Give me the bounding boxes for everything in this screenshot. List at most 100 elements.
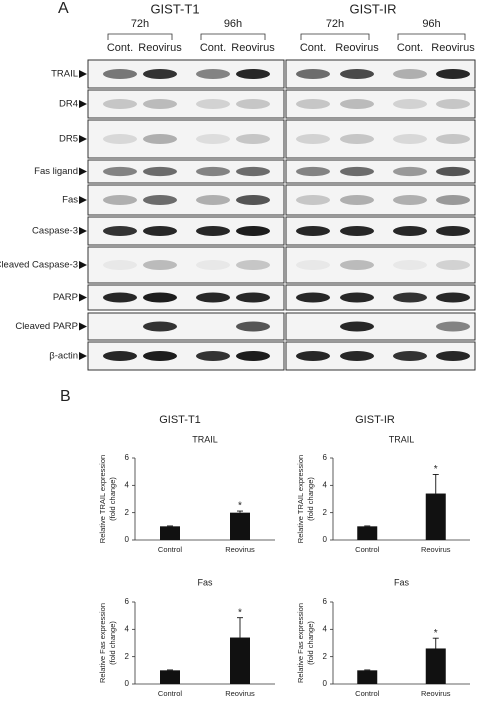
condition-label: Reovirus	[335, 42, 379, 54]
band	[340, 69, 374, 79]
error-bar	[237, 510, 243, 513]
band	[196, 99, 230, 109]
significance-mark: *	[434, 464, 438, 475]
blot-panel	[285, 119, 476, 159]
band	[340, 351, 374, 361]
y-tick-label: 6	[125, 453, 130, 462]
condition-label: Reovirus	[138, 42, 182, 54]
band	[143, 292, 177, 303]
time-label: 72h	[131, 18, 149, 30]
band	[143, 195, 177, 205]
y-tick-label: 4	[323, 480, 328, 489]
band	[196, 351, 230, 361]
row-label: TRAIL	[51, 69, 78, 80]
y-axis-label: (fold change)	[306, 477, 315, 521]
band	[393, 134, 427, 144]
row-label: Caspase-3	[32, 226, 78, 237]
row-label: Cleaved PARP	[15, 321, 78, 332]
x-tick-label: Control	[158, 545, 183, 554]
band	[103, 292, 137, 303]
band	[236, 226, 270, 236]
blot-panel	[87, 246, 285, 284]
band	[340, 195, 374, 205]
row-arrow	[79, 196, 87, 204]
band	[143, 69, 177, 79]
band	[236, 321, 270, 332]
band	[103, 195, 137, 205]
y-axis-label: Relative Fas expression	[296, 603, 305, 683]
band	[196, 195, 230, 205]
y-tick-label: 0	[323, 535, 328, 544]
band	[436, 226, 470, 236]
band	[103, 99, 137, 109]
x-tick-label: Reovirus	[225, 545, 255, 554]
band	[103, 351, 137, 361]
band	[340, 99, 374, 109]
panel-label: B	[60, 388, 71, 405]
band	[340, 292, 374, 303]
blot-panel	[285, 312, 476, 341]
chart-title: Fas	[394, 577, 410, 587]
bar	[357, 526, 378, 540]
band	[340, 260, 374, 270]
band	[236, 292, 270, 303]
error-bar	[237, 617, 243, 638]
band	[436, 69, 470, 79]
x-tick-label: Control	[355, 689, 380, 698]
band	[296, 260, 330, 270]
band	[340, 166, 374, 177]
x-tick-label: Control	[158, 689, 183, 698]
condition-label: Reovirus	[431, 42, 475, 54]
row-label: DR4	[59, 99, 78, 110]
bracket	[300, 33, 370, 40]
y-axis-label: Relative TRAIL expression	[296, 455, 305, 543]
band	[340, 226, 374, 236]
band	[196, 69, 230, 79]
row-label: PARP	[53, 292, 78, 303]
row-arrow	[79, 100, 87, 108]
band	[143, 351, 177, 361]
row-arrow	[79, 227, 87, 235]
band	[103, 69, 137, 79]
blot-panel	[285, 89, 476, 119]
y-axis-label: (fold change)	[108, 477, 117, 521]
condition-label: Reovirus	[231, 42, 275, 54]
significance-mark: *	[434, 628, 438, 639]
band	[236, 134, 270, 144]
x-tick-label: Control	[355, 545, 380, 554]
blot-panel	[87, 89, 285, 119]
y-tick-label: 6	[125, 597, 130, 606]
blot-panel	[285, 184, 476, 216]
bar	[160, 670, 180, 684]
x-tick-label: Reovirus	[225, 689, 255, 698]
band	[393, 166, 427, 177]
y-tick-label: 4	[323, 624, 328, 633]
chart-title: Fas	[197, 577, 213, 587]
y-axis-label: (fold change)	[108, 621, 117, 665]
time-label: 72h	[326, 18, 344, 30]
band	[103, 260, 137, 270]
row-label: Cleaved Caspase-3	[0, 260, 78, 271]
band	[436, 351, 470, 361]
bracket	[200, 33, 266, 40]
band	[393, 292, 427, 303]
bar	[425, 648, 446, 684]
row-arrow	[79, 70, 87, 78]
band	[236, 260, 270, 270]
time-label: 96h	[422, 18, 440, 30]
bar	[160, 526, 180, 540]
bracket	[107, 33, 173, 40]
band	[296, 195, 330, 205]
band	[436, 134, 470, 144]
y-tick-label: 0	[125, 535, 130, 544]
y-tick-label: 2	[323, 652, 328, 661]
band	[436, 195, 470, 205]
band	[196, 226, 230, 236]
band	[436, 292, 470, 303]
y-tick-label: 4	[125, 480, 130, 489]
y-tick-label: 2	[323, 508, 328, 517]
band	[236, 195, 270, 205]
blot-panel	[285, 246, 476, 284]
bar	[357, 670, 378, 684]
